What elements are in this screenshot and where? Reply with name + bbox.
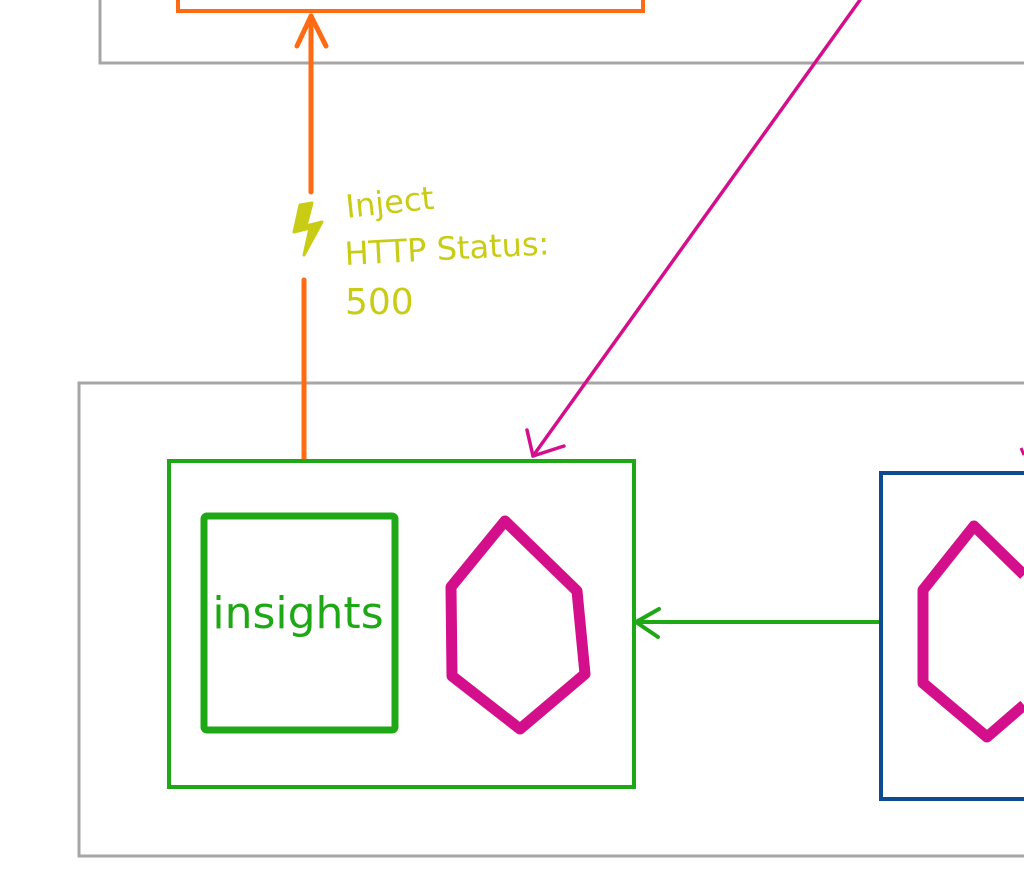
- insights-label: insights: [212, 588, 383, 639]
- service-call-arrow-head: [634, 607, 661, 639]
- fault-injection-label: Inject: [344, 179, 436, 226]
- blue-service-box: [879, 471, 1024, 801]
- fault-label-line3: 500: [345, 282, 414, 323]
- bottom-namespace-container: [77, 381, 1024, 858]
- fault-label-line2: HTTP Status:: [344, 224, 551, 273]
- fault-injection-label-2: HTTP Status:: [344, 224, 551, 273]
- request-arrow-head: [294, 13, 329, 49]
- fault-label-line1: Inject: [344, 179, 436, 226]
- incoming-pink-arrow-head: [525, 428, 566, 458]
- hexagon-icon-blue-service: [917, 520, 1024, 743]
- insights-container-box: [200, 512, 399, 734]
- hexagon-icon: [445, 515, 591, 735]
- incoming-pink-arrow: [531, 0, 862, 458]
- insights-service-box: [167, 459, 636, 789]
- top-namespace-container: [98, 0, 1024, 65]
- lightning-bolt-icon: [292, 201, 324, 257]
- top-service-box: [176, 0, 645, 13]
